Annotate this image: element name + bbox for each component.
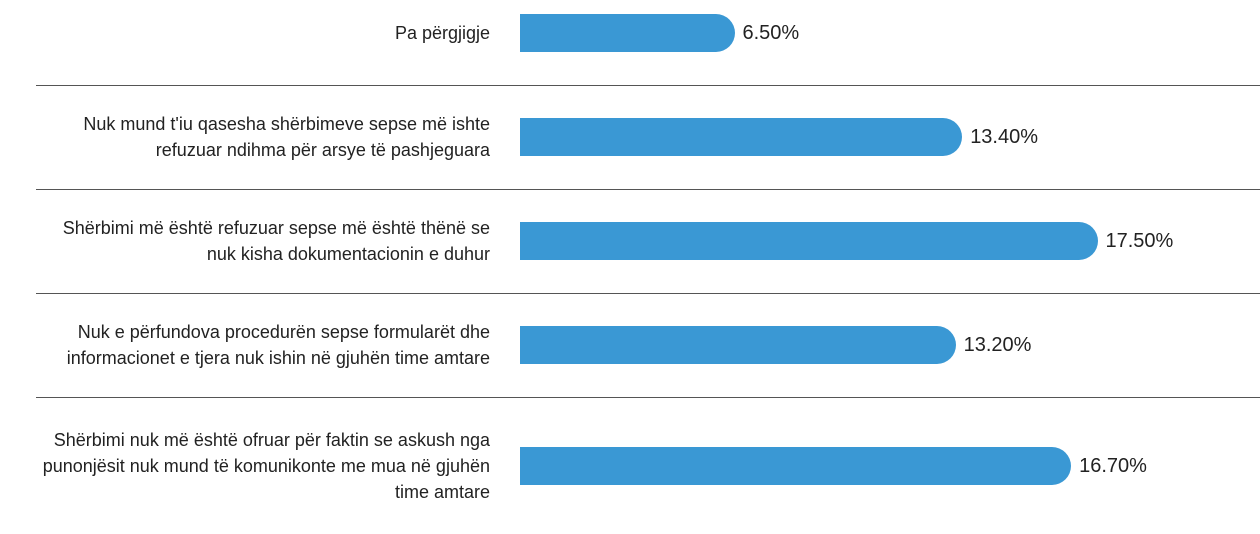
- bar-row: Shërbimi nuk më është ofruar për faktin …: [0, 397, 1260, 534]
- value-label: 16.70%: [1079, 454, 1147, 477]
- value-label: 13.40%: [970, 126, 1039, 148]
- category-label: Pa përgjigje: [394, 23, 490, 43]
- bar-row: Nuk mund t'iu qasesha shërbimeve sepse m…: [0, 85, 1260, 189]
- bar: [520, 326, 956, 364]
- bar: [520, 222, 1098, 260]
- bar: [520, 14, 735, 52]
- category-label: Nuk e përfundova procedurën sepse formul…: [66, 322, 490, 368]
- value-label: 17.50%: [1105, 230, 1174, 252]
- row-separator: [36, 293, 1260, 294]
- row-separator: [36, 189, 1260, 190]
- bar-row: Nuk e përfundova procedurën sepse formul…: [0, 293, 1260, 397]
- bar-row: Shërbimi më është refuzuar sepse më ësht…: [0, 189, 1260, 293]
- bar: [520, 446, 1072, 485]
- value-label: 13.20%: [963, 334, 1032, 356]
- bar-row: Pa përgjigje 6.50%: [0, 0, 1260, 66]
- value-label: 6.50%: [742, 22, 800, 44]
- bar: [520, 118, 963, 156]
- category-label: Shërbimi nuk më është ofruar për faktin …: [42, 429, 490, 502]
- category-label: Shërbimi më është refuzuar sepse më ësht…: [62, 218, 490, 264]
- row-separator: [36, 85, 1260, 86]
- category-label: Nuk mund t'iu qasesha shërbimeve sepse m…: [83, 114, 490, 160]
- row-separator: [36, 397, 1260, 398]
